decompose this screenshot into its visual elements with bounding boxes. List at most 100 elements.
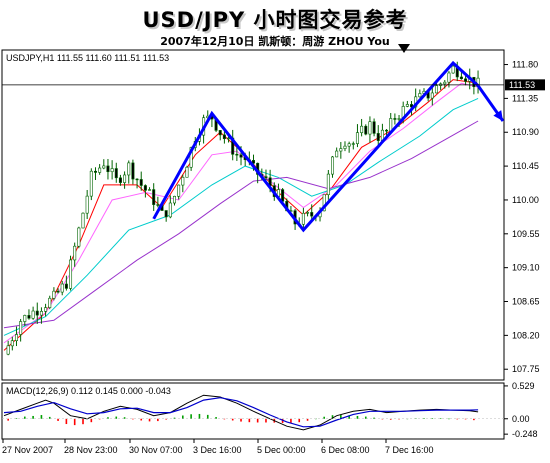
candle-body [389,118,393,132]
macd-axis: 0.529 0.00 -0.248 [2,381,538,439]
candle-body [44,307,48,312]
candle-body [264,176,268,179]
price-tick-label: 111.80 [512,60,538,70]
macd-histogram-bar [182,415,184,419]
macd-histogram-bar [165,418,167,420]
candle-body [14,334,18,342]
macd-histogram-bar [190,414,192,419]
time-tick-label: 30 Nov 07:00 [129,445,183,455]
candle-body [464,78,468,82]
macd-histogram-bar [48,416,51,419]
candle-body [227,137,231,140]
price-panel: USDJPY,H1 111.55 111.60 111.51 111.53 11… [1,44,545,381]
candle-body [31,310,35,319]
candle-body [459,76,463,80]
candle-body [335,150,339,158]
candle-body [376,133,380,141]
candle-body [385,129,389,132]
candle-body [172,195,176,204]
macd-lines [3,394,479,431]
candle-body [393,118,397,120]
macd-histogram-bar [23,416,26,419]
price-tick-label: 107.75 [512,364,540,374]
macd-histogram-bar [107,417,109,419]
candle-body [372,121,376,134]
chart-subtitle: 2007年12月10日 凯斯顿：周游 ZHOU You [160,35,390,48]
time-axis: 27 Nov 2007 28 Nov 23:00 30 Nov 07:00 3 Dec… [2,439,434,455]
candle-body [148,189,152,191]
time-tick-label: 27 Nov 2007 [2,445,53,455]
pattern-line [152,60,480,233]
time-tick-label: 5 Dec 00:00 [257,445,306,455]
candle-body [114,168,118,179]
candle-body [19,321,23,335]
candle-body [93,170,97,173]
candle-body [89,170,93,197]
pattern-annotation [152,60,505,233]
macd-histogram-bar [389,418,392,420]
candle-body [139,179,143,186]
price-tick-label: 108.20 [512,330,540,340]
macd-histogram-bar [240,418,242,422]
macd-signal-line [3,397,479,428]
candle-body [410,104,414,108]
price-tick-label: 108.65 [512,297,540,307]
candle-body [343,145,347,149]
macd-tick-label: -0.248 [512,429,538,439]
candle-body [135,178,139,181]
macd-histogram-bar [173,417,176,419]
macd-histogram-bar [248,418,251,423]
macd-histogram-bar [90,418,93,423]
macd-histogram-bar [364,416,367,419]
candle-body [143,185,147,191]
candle-body [185,166,189,178]
macd-histogram-bar [265,418,267,423]
candle-body [235,154,239,156]
macd-histogram-bar [231,418,234,421]
macd-histogram-bar [148,418,151,422]
macd-histogram-bar [323,416,325,419]
chart-title: USD/JPY 小时图交易参考 [142,8,408,32]
macd-histogram-bar [348,415,350,419]
macd-histogram-bar [65,418,68,425]
macd-histogram-bar [306,418,309,421]
candle-body [339,148,343,152]
macd-tick-label: 0.529 [512,381,535,391]
macd-histogram-bar [340,414,342,419]
candle-body [326,173,330,196]
symbol-label: USDJPY,H1 111.55 111.60 111.51 111.53 [6,53,169,63]
macd-histogram-bar [448,418,450,420]
candle-body [69,259,73,289]
price-tick-label: 110.90 [512,127,539,137]
macd-panel: MACD(12,26,9) 0.112 0.145 0.000 -0.043 0… [1,381,538,440]
candle-body [102,165,106,169]
price-tick-label: 109.55 [512,229,540,239]
macd-histogram-bar [115,416,118,419]
candle-body [310,212,314,217]
candle-body [35,310,39,316]
time-tick-label: 28 Nov 23:00 [64,445,118,455]
candle-body [10,340,14,347]
candles [6,61,480,356]
price-tick-label: 110.00 [512,195,539,205]
macd-histogram-bar [456,418,459,420]
candle-body [322,194,326,212]
macd-histogram-bar [298,418,301,423]
macd-histogram-bar [123,417,126,419]
candle-body [6,345,10,355]
macd-histogram-bar [331,415,334,419]
time-tick-label: 7 Dec 16:00 [385,445,434,455]
candle-body [405,104,409,107]
macd-histogram-bar [32,415,34,419]
candle-body [355,132,359,144]
candle-body [347,143,351,147]
candle-body [168,202,172,218]
macd-histogram-bar [157,418,159,422]
candle-body [368,121,372,135]
current-price-box [505,79,545,91]
candle-body [447,72,451,83]
price-panel-frame [1,49,505,381]
forecast-arrow-icon [493,110,503,121]
macd-histogram-bar [57,418,59,421]
candle-body [177,184,181,197]
